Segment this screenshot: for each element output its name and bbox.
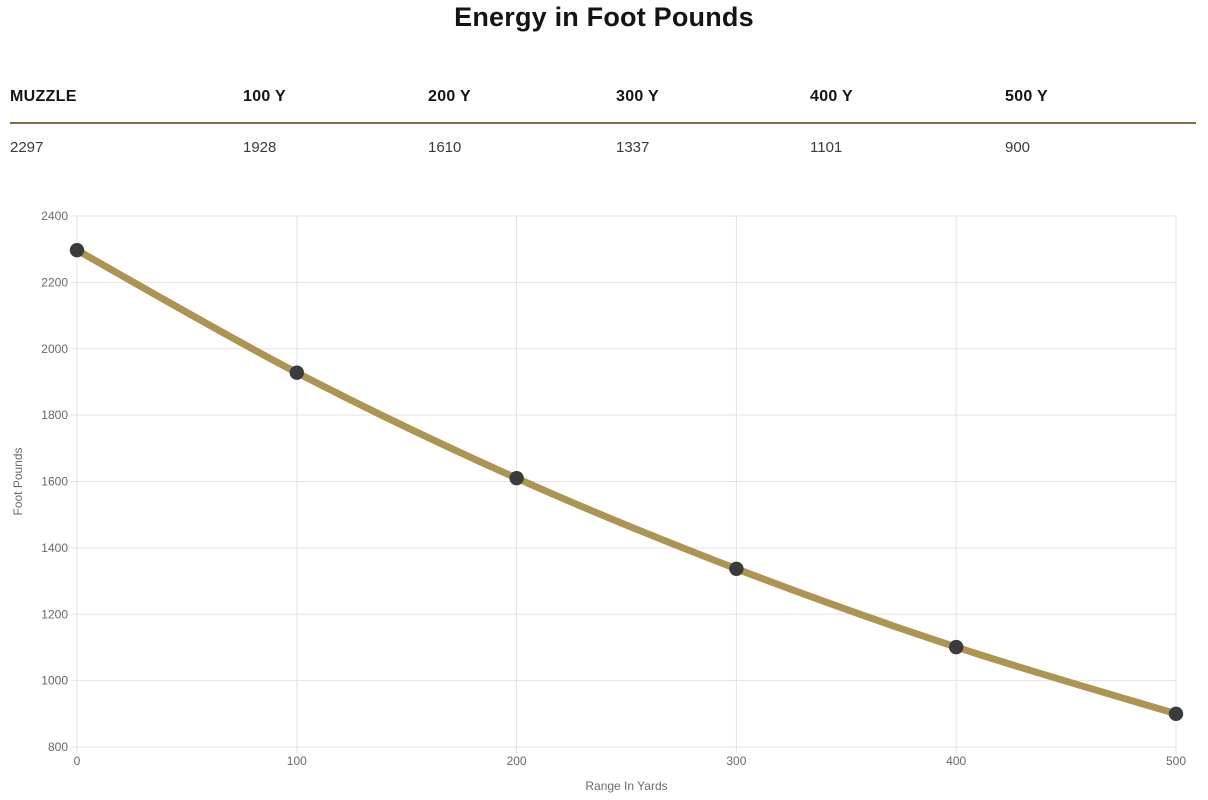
y-tick-label: 1600 — [41, 475, 68, 489]
y-tick-label: 1200 — [41, 607, 68, 621]
chart-canvas[interactable]: 800 1000 1200 1400 1600 1800 2000 2200 2400 0 100 2… — [0, 195, 1208, 800]
energy-value-muzzle: 2297 — [10, 139, 44, 156]
energy-value-500y: 900 — [1005, 139, 1031, 156]
data-point[interactable] — [69, 242, 85, 258]
page-title: Energy in Foot Pounds — [454, 2, 754, 32]
y-axis-title: Foot Pounds — [11, 447, 25, 515]
series-line — [73, 246, 1180, 718]
column-header-300y: 300 Y — [616, 86, 810, 124]
energy-value-100y: 1928 — [243, 139, 277, 156]
x-tick-label: 300 — [726, 754, 746, 768]
y-tick-label: 1000 — [41, 674, 68, 688]
column-header-muzzle: MUZZLE — [10, 86, 243, 124]
column-header-100y: 100 Y — [243, 86, 428, 124]
data-point[interactable] — [509, 470, 524, 486]
y-tick-label: 1800 — [41, 408, 68, 422]
y-tick-label: 2000 — [41, 342, 68, 356]
data-point[interactable] — [949, 639, 964, 655]
x-tick-label: 400 — [946, 754, 966, 768]
x-axis-title: Range In Yards — [585, 779, 667, 793]
energy-value-400y: 1101 — [810, 139, 843, 156]
x-tick-label: 200 — [507, 754, 527, 768]
data-point[interactable] — [729, 561, 744, 576]
table-row: 2297 1928 1610 1337 1101 900 — [10, 123, 1196, 156]
x-tick-label: 0 — [74, 754, 81, 768]
y-tick-label: 2200 — [41, 275, 68, 289]
y-tick-label: 2400 — [41, 209, 68, 223]
table-header-row: MUZZLE 100 Y 200 Y 300 Y 400 Y 500 Y — [10, 86, 1196, 124]
energy-value-300y: 1337 — [616, 139, 650, 156]
x-tick-label: 100 — [287, 754, 307, 768]
energy-line-chart[interactable]: 800 1000 1200 1400 1600 1800 2000 2200 2400 0 100 2… — [0, 195, 1208, 800]
energy-value-200y: 1610 — [428, 139, 462, 156]
column-header-200y: 200 Y — [428, 86, 616, 124]
data-point[interactable] — [289, 365, 304, 380]
y-tick-label: 800 — [48, 740, 68, 754]
column-header-400y: 400 Y — [810, 86, 1005, 124]
energy-table: MUZZLE 100 Y 200 Y 300 Y 400 Y 500 Y 229… — [10, 86, 1196, 156]
column-header-500y: 500 Y — [1005, 86, 1196, 124]
data-point[interactable] — [1168, 706, 1184, 722]
x-tick-label: 500 — [1166, 754, 1186, 768]
y-tick-label: 1400 — [41, 541, 68, 555]
